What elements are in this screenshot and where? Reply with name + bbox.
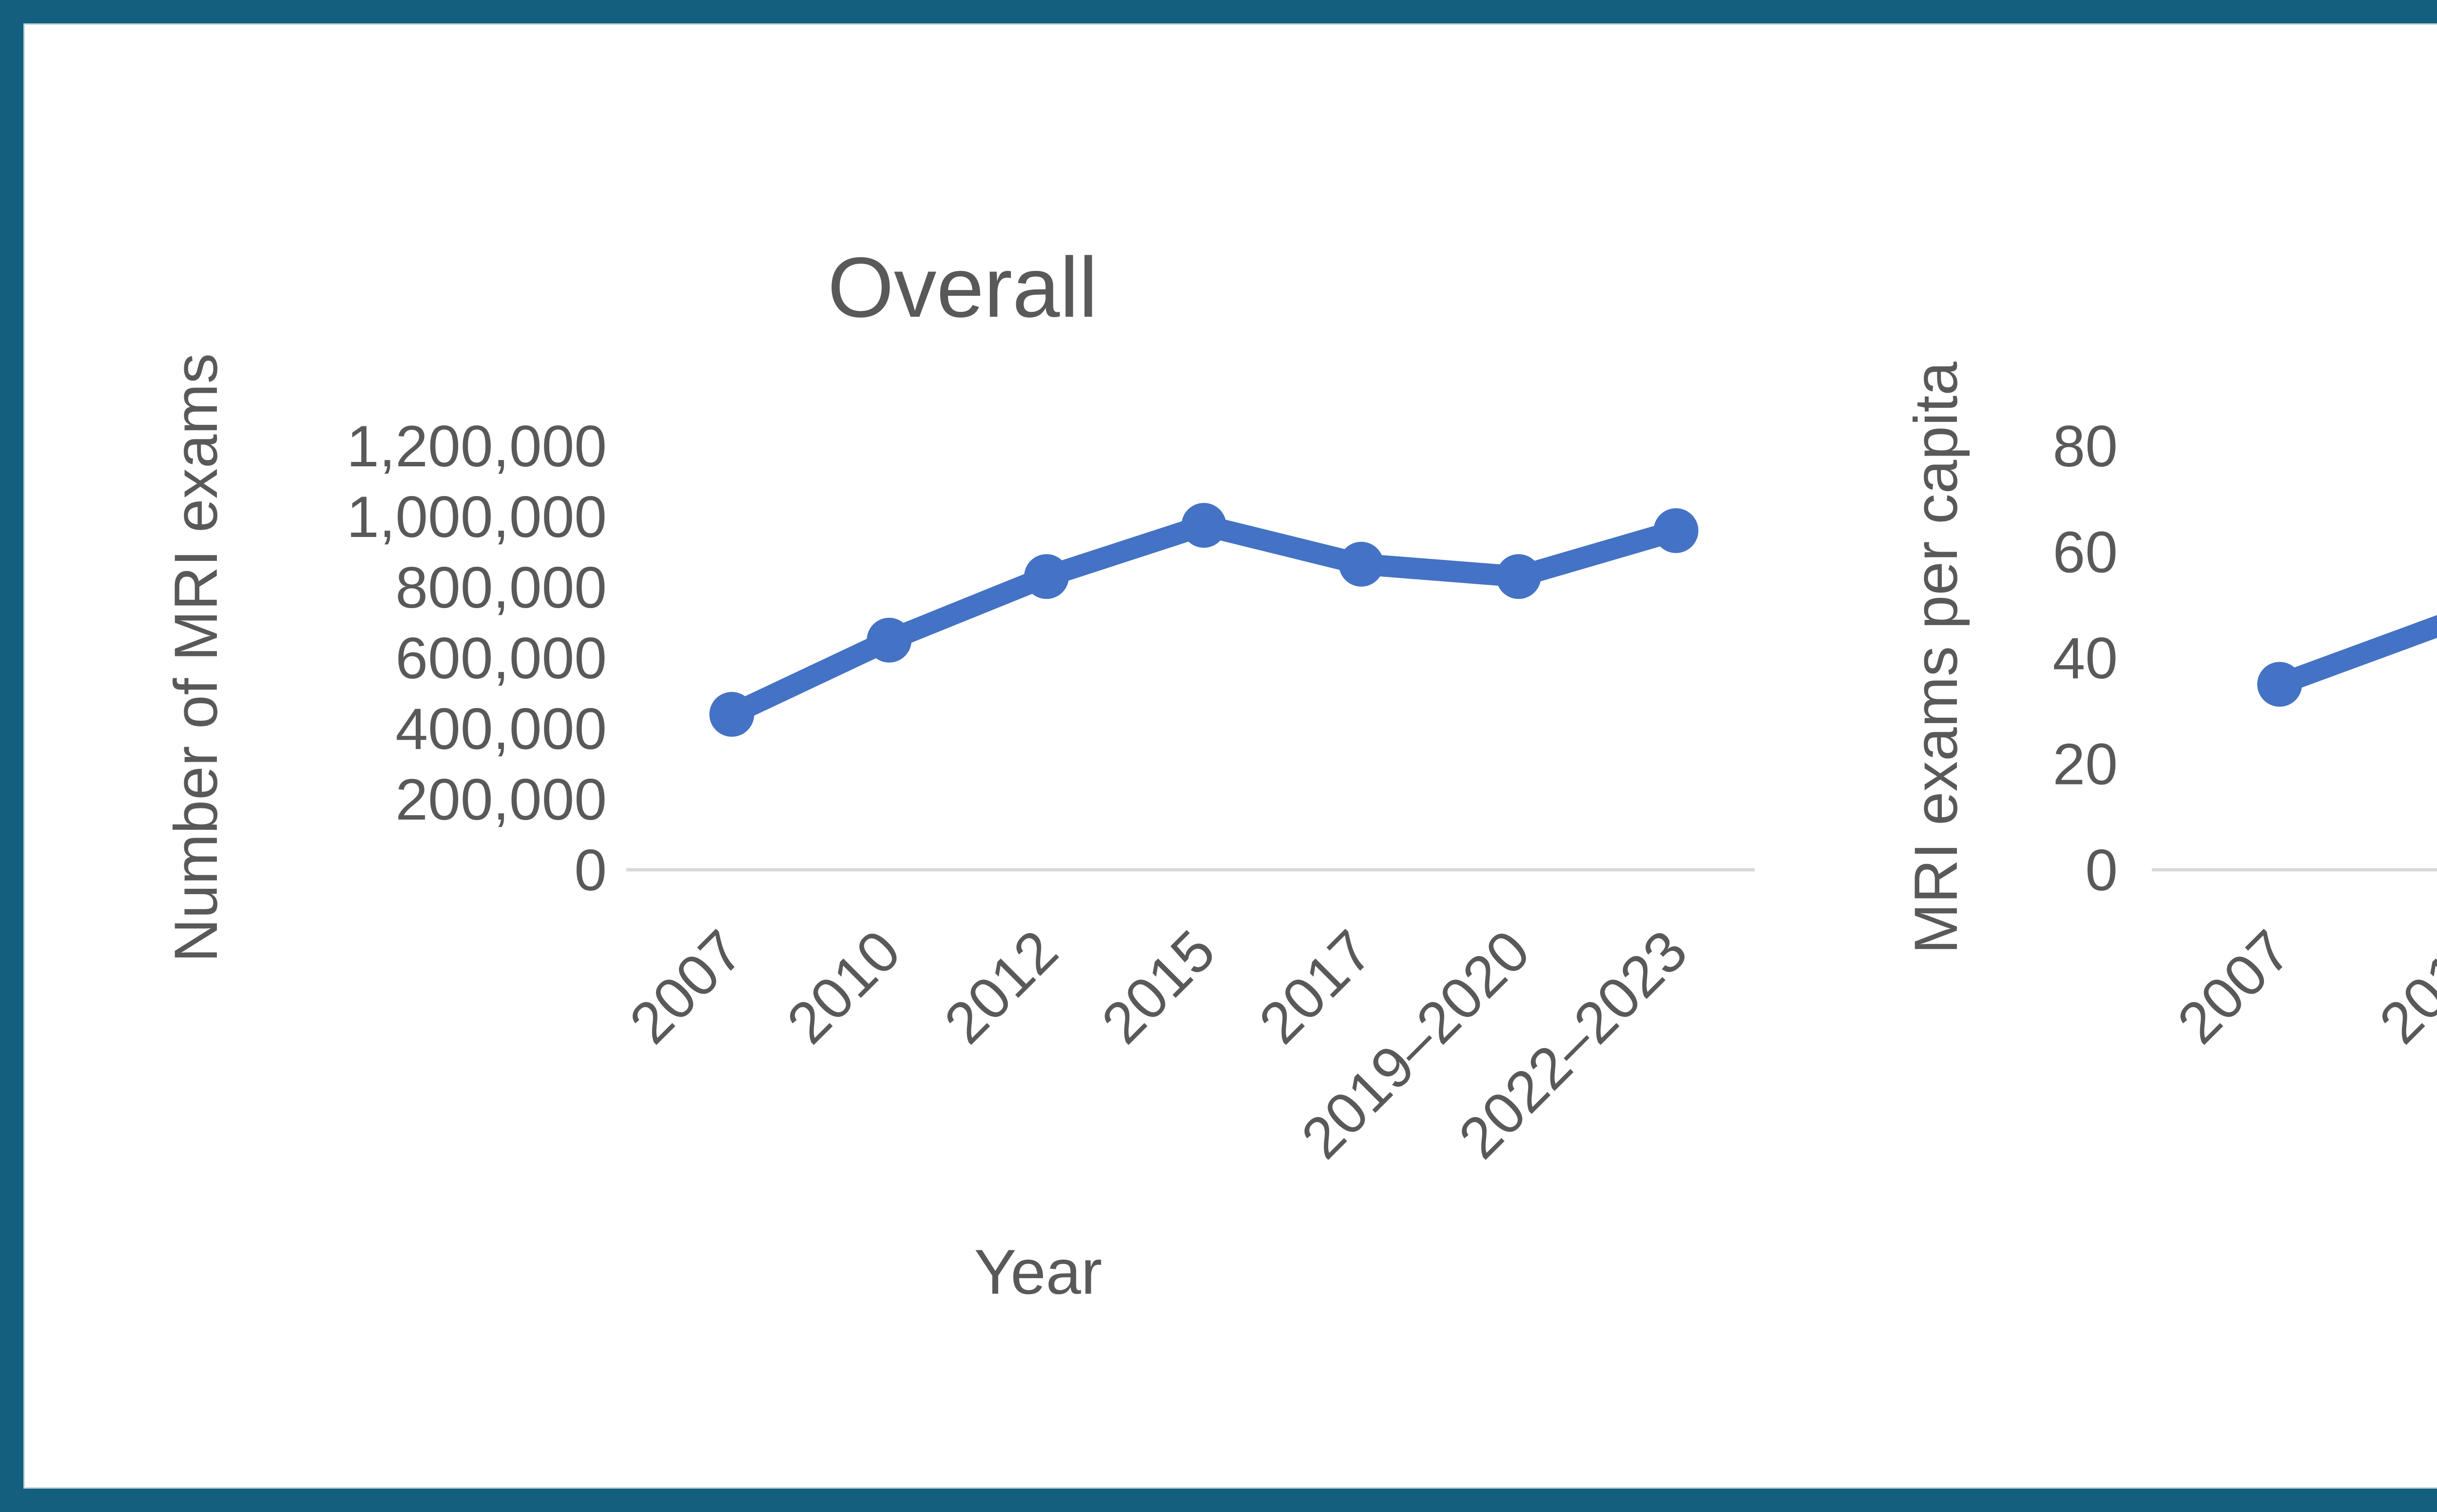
y-tick-label: 0 (2085, 838, 2118, 903)
y-tick-label: 60 (2053, 520, 2118, 585)
chart-per-capita: Per capitaMRI exams per capita0204060802… (1902, 362, 2437, 1056)
x-tick-label: 2012 (932, 918, 1070, 1056)
data-point-marker (1024, 554, 1069, 599)
data-point-marker (1338, 541, 1384, 587)
x-tick-label: 2017 (1247, 918, 1385, 1056)
y-axis-title: MRI exams per capita (1902, 362, 1970, 954)
y-tick-label: 1,200,000 (347, 414, 607, 479)
y-tick-label: 40 (2053, 626, 2118, 691)
data-point-marker (1496, 554, 1541, 599)
y-tick-label: 80 (2053, 414, 2118, 479)
x-tick-label: 2010 (2367, 918, 2437, 1056)
y-tick-label: 400,000 (395, 696, 607, 762)
series-line (2269, 615, 2437, 695)
data-point-marker (1653, 508, 1699, 553)
x-tick-label: 2010 (774, 918, 913, 1056)
y-tick-label: 0 (574, 838, 607, 903)
y-tick-label: 1,000,000 (347, 484, 607, 550)
data-point-marker (867, 617, 912, 663)
y-tick-label: 200,000 (395, 767, 607, 832)
data-point-marker (2257, 662, 2302, 707)
x-tick-label: 2007 (617, 918, 755, 1056)
data-point-marker (709, 692, 754, 737)
x-tick-label: 2007 (2165, 918, 2303, 1056)
y-axis-title: Number of MRI exams (162, 353, 230, 962)
chart-overall: Overall Number of MRI exams 0200,000400,00… (162, 240, 1755, 1307)
series-line (721, 515, 1687, 725)
y-tick-label: 800,000 (395, 555, 607, 620)
x-tick-label: 2015 (1089, 918, 1228, 1056)
chart-title: Overall (828, 240, 1098, 335)
y-tick-label: 20 (2053, 732, 2118, 797)
y-tick-label: 600,000 (395, 626, 607, 691)
data-point-marker (1181, 503, 1226, 548)
x-axis-title: Year (974, 1236, 1102, 1307)
